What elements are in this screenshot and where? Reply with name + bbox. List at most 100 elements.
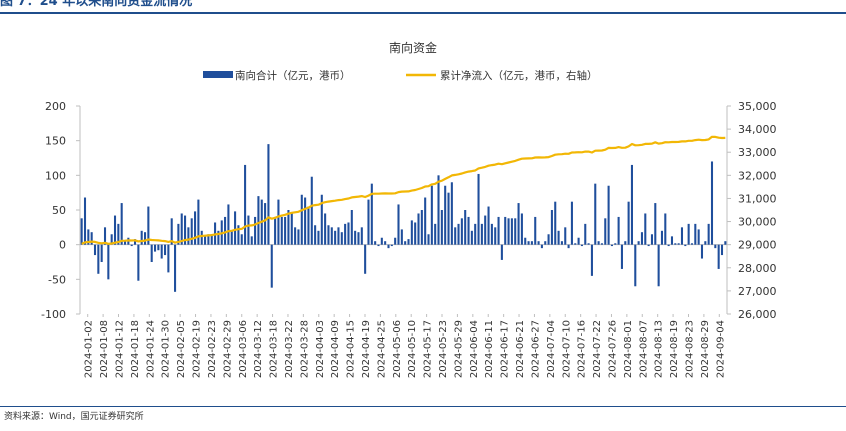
bar [607,185,610,245]
x-tick-label: 2024-04-25 [376,320,387,378]
bar [394,237,397,245]
bar [690,243,694,245]
bar [570,201,573,245]
x-tick-label: 2024-09-04 [715,320,726,378]
bar [140,230,143,245]
bar [404,241,407,245]
bar [580,244,583,247]
bar [150,244,153,262]
bar [664,213,667,245]
bar [487,206,490,245]
top-rule [0,12,846,14]
bar [550,210,553,245]
x-tick-label: 2024-06-27 [530,320,541,378]
x-tick-label: 2024-04-03 [315,320,326,378]
x-tick-label: 2024-06-11 [484,320,495,378]
bar [667,244,670,247]
bar [624,241,627,245]
legend-label-bar: 南向合计（亿元，港币） [235,69,351,82]
bar [410,220,413,245]
bar [364,244,367,274]
bar [700,244,704,259]
bar [474,223,477,245]
bar [644,213,647,245]
bar [414,222,417,245]
x-tick-label: 2024-02-23 [207,320,218,378]
x-tick-label: 2024-08-01 [623,320,634,378]
right-tick-label: 32,000 [738,169,777,182]
left-tick-label: 100 [45,169,66,182]
x-tick-label: 2024-05-17 [423,320,434,378]
bar [200,230,203,245]
bar [630,164,633,245]
bar [417,213,420,245]
right-tick-label: 30,000 [738,216,777,229]
legend-swatch-bar [203,71,233,78]
bar [320,194,323,245]
bar [720,244,724,256]
bar [167,244,170,273]
bar [130,244,133,247]
bar [267,144,270,245]
bar [123,241,127,245]
bar [650,234,653,245]
bar [637,241,640,245]
bar [237,225,240,245]
bar [717,244,720,269]
x-tick-label: 2024-01-08 [99,320,110,378]
x-tick-label: 2024-07-04 [546,320,557,378]
bar [90,232,93,245]
bar [367,199,370,245]
bar [120,203,123,245]
x-tick-label: 2024-03-18 [269,320,280,378]
bar [507,218,510,245]
bar [287,210,290,245]
left-tick-label: -100 [41,308,66,321]
cumulative-line [81,135,726,245]
right-tick-label: 31,000 [738,192,777,205]
figure-label: 图 7：24 年以来南向资金流情况 [0,0,193,9]
bar [290,213,293,245]
bar [210,234,213,245]
bar [577,237,580,245]
bar [327,225,330,245]
bar [284,216,287,245]
bar [384,241,387,245]
bar [620,244,623,269]
bar [230,230,233,245]
x-tick-label: 2024-01-02 [84,320,95,378]
legend-label-line: 累计净流入（亿元，港币，右轴） [440,69,598,82]
bar [660,230,663,245]
x-tick-label: 2024-01-24 [145,320,156,378]
bar [280,216,283,245]
x-tick-label: 2024-05-06 [392,320,403,378]
bar [430,185,433,245]
bar [347,222,350,245]
x-tick-label: 2024-08-23 [685,320,696,378]
bar [594,183,597,245]
bar [247,215,250,245]
bar [537,241,540,245]
bar [584,223,587,245]
bar [614,243,617,245]
left-tick-label: 200 [45,100,66,113]
right-tick-label: 28,000 [738,262,777,275]
bar [110,234,113,245]
bar [264,203,267,245]
bar [334,230,337,245]
bar [297,229,300,245]
bar [307,206,310,245]
bar [480,223,483,245]
x-tick-label: 2024-08-13 [654,320,665,378]
x-tick-label: 2024-04-09 [330,320,341,378]
bar [567,244,570,249]
bar [80,218,83,245]
bar [187,227,190,245]
bar [640,232,643,245]
bar [634,244,637,287]
bar [354,230,357,245]
x-tick-label: 2024-08-07 [638,320,649,378]
bar [83,197,87,245]
bar [300,194,303,245]
bar [270,244,273,288]
